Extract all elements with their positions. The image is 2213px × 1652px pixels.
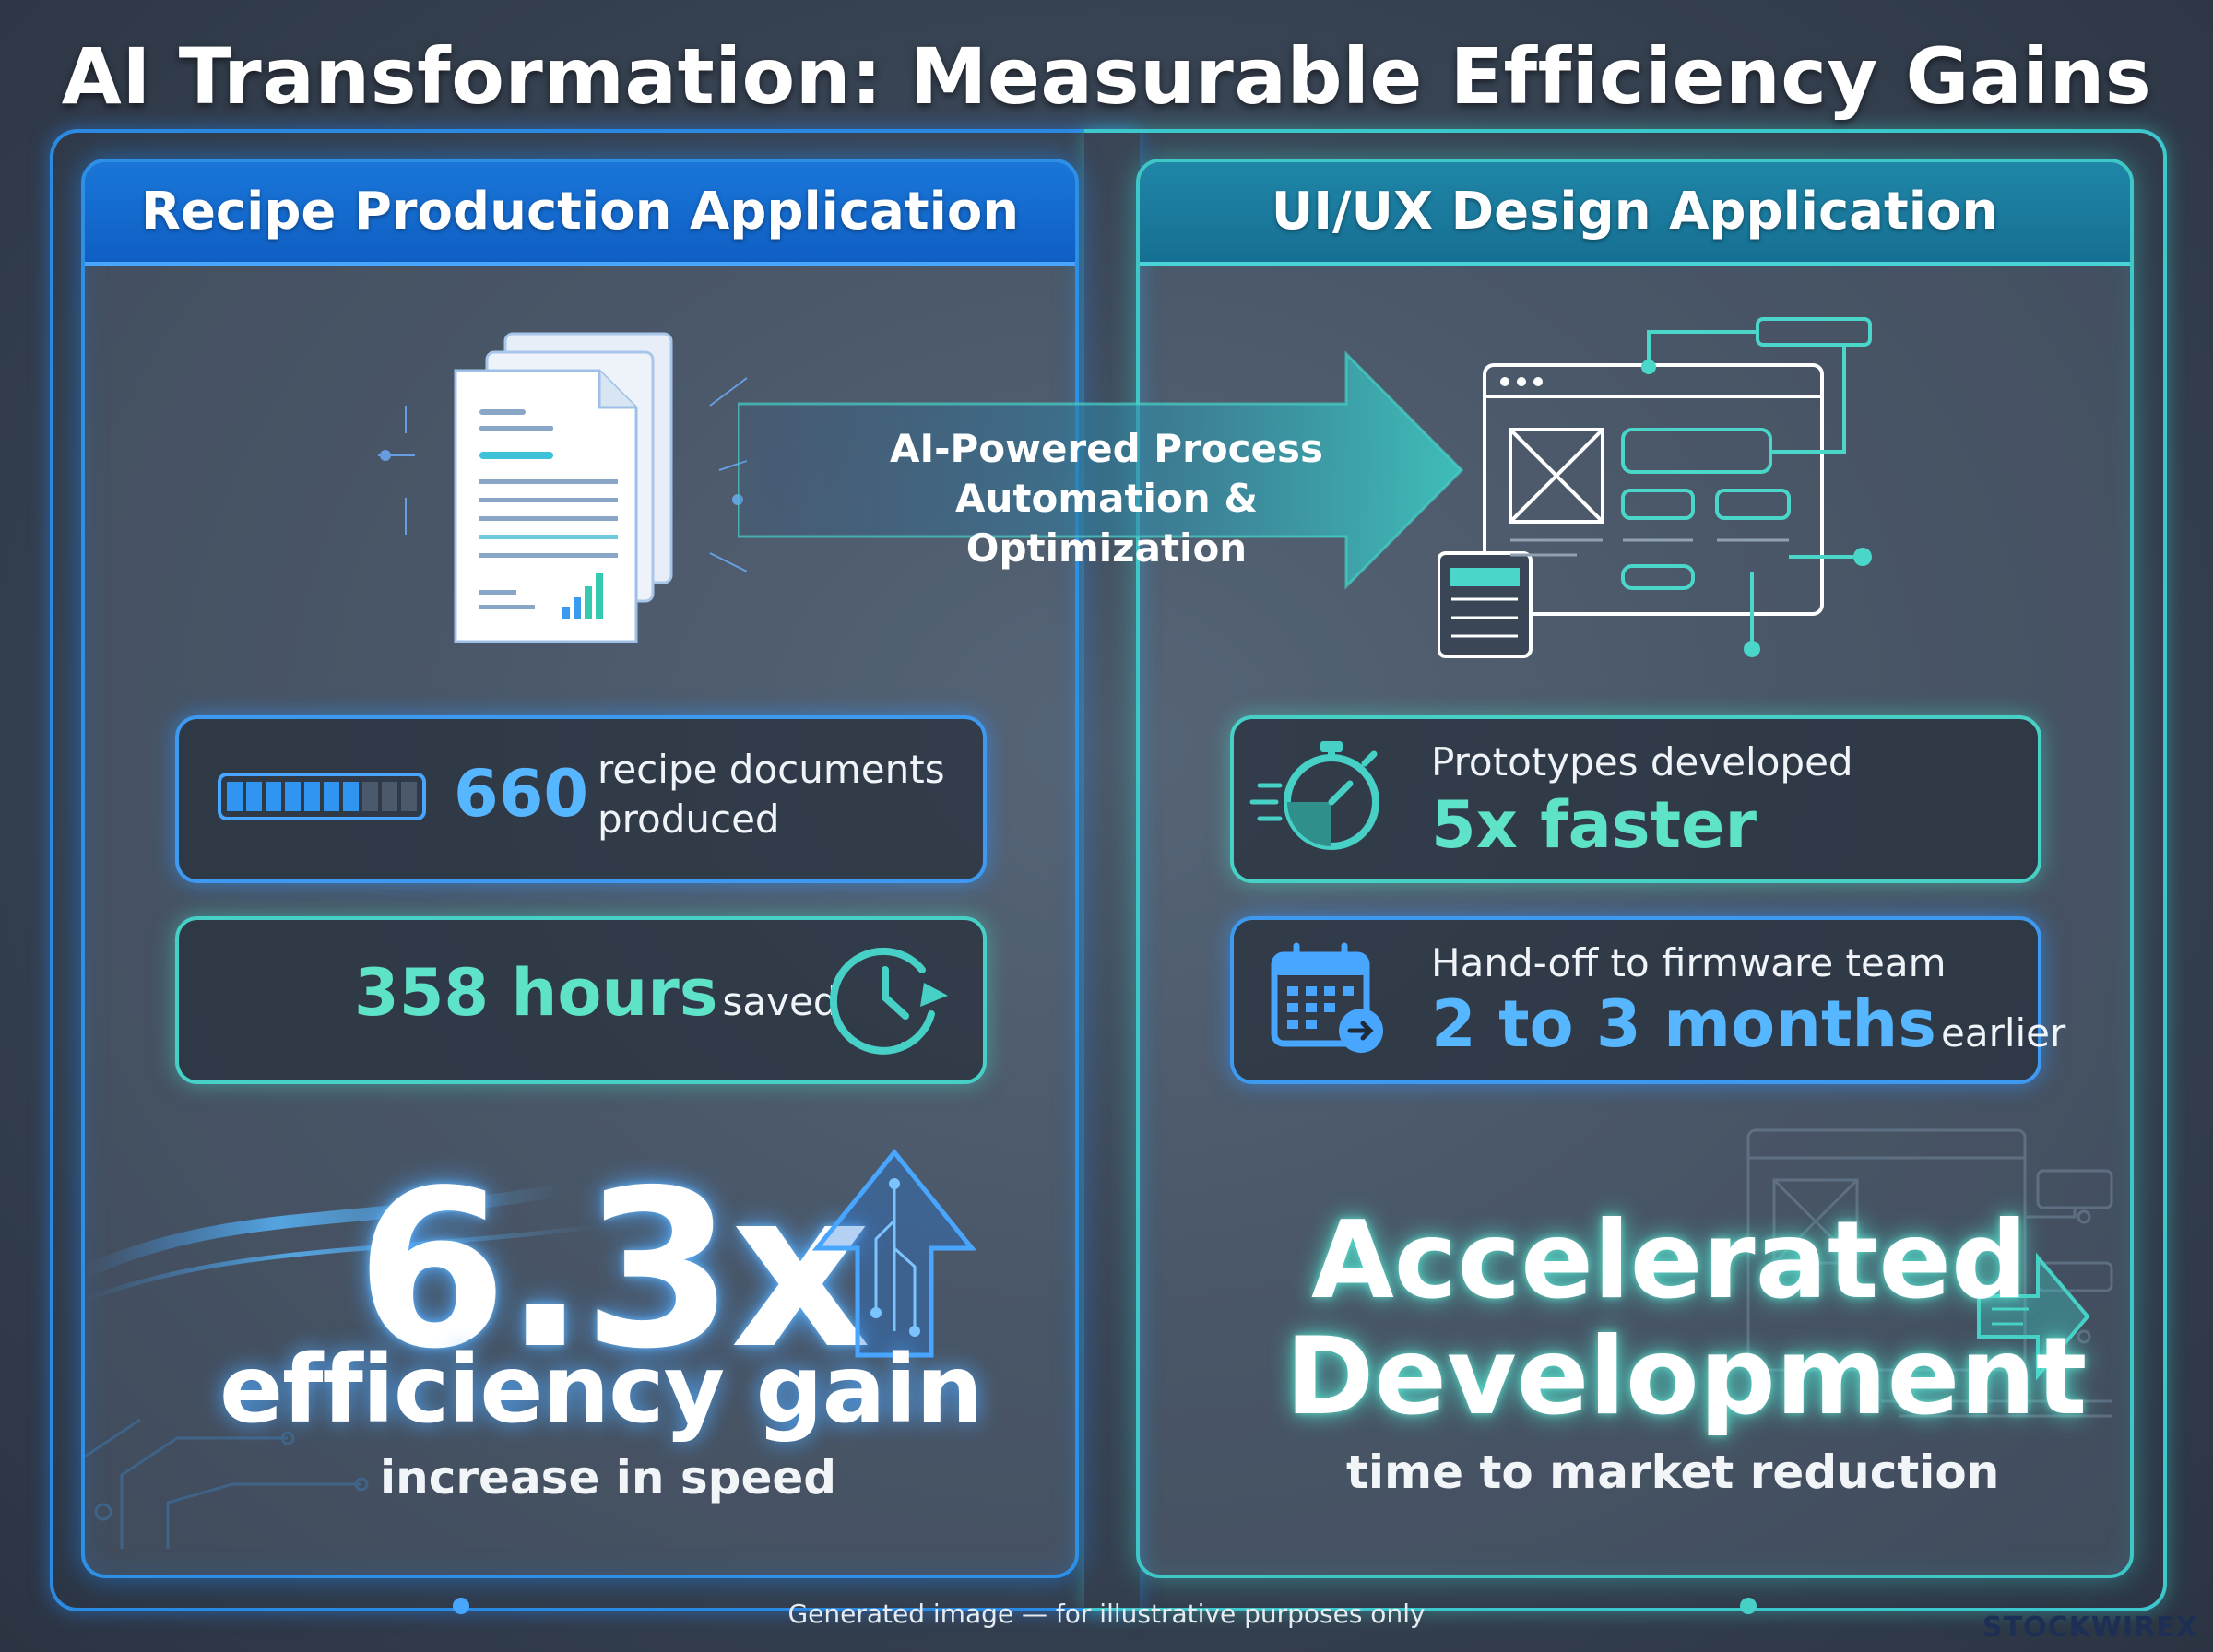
circuit-decoration-icon	[85, 1183, 602, 1549]
development-headline: Development	[1285, 1315, 2088, 1439]
calendar-icon	[1271, 942, 1383, 1053]
prototypes-label: Prototypes developed	[1431, 739, 1853, 785]
progress-segment	[266, 782, 281, 811]
handoff-value: 2 to 3 months	[1431, 986, 1936, 1062]
clock-icon	[830, 947, 948, 1055]
frame-dot-left	[453, 1598, 469, 1614]
time-to-market-sub: time to market reduction	[1346, 1446, 2000, 1499]
ai-process-label: AI-Powered Process Automation & Optimiza…	[821, 424, 1392, 573]
documents-count: 660	[454, 756, 589, 832]
efficiency-gain-value: 6.3x	[356, 1143, 870, 1397]
progress-segment	[324, 782, 339, 811]
footer-note: Generated image — for illustrative purpo…	[787, 1599, 1426, 1629]
handoff-label: Hand-off to firmware team	[1431, 940, 1947, 985]
brand-logo: STOCKWIREX	[1982, 1611, 2198, 1644]
prototypes-stat-card	[1230, 715, 2041, 883]
efficiency-gain-label: efficiency gain	[219, 1335, 983, 1445]
browser-wireframe-icon	[1438, 317, 1872, 658]
uiux-panel-header: UI/UX Design Application	[1140, 162, 2130, 266]
progress-segment	[362, 782, 378, 811]
progress-segment	[401, 782, 417, 811]
documents-label-line1: recipe documents	[598, 747, 945, 792]
page-title: AI Transformation: Measurable Efficiency…	[61, 31, 2152, 122]
hours-value: 358 hours	[354, 955, 718, 1031]
progress-segment	[246, 782, 262, 811]
progress-segment	[382, 782, 397, 811]
outer-frame-right	[1084, 129, 2167, 1611]
handoff-suffix: earlier	[1941, 1010, 2066, 1056]
progress-segment	[343, 782, 359, 811]
hours-stat-card	[175, 916, 987, 1084]
recipe-panel-header: Recipe Production Application	[85, 162, 1075, 266]
progress-segment	[227, 782, 243, 811]
outer-frame-left	[50, 129, 1140, 1611]
hours-suffix: saved	[722, 979, 838, 1024]
progress-segment	[285, 782, 301, 811]
prototypes-value: 5x faster	[1431, 787, 1757, 863]
ai-process-arrow-icon	[738, 350, 1464, 590]
progress-segment	[304, 782, 320, 811]
progress-bar-frame	[218, 773, 426, 820]
hours-stat-text: 358 hours saved	[354, 955, 838, 1031]
document-stack-icon	[378, 332, 747, 643]
progress-bar-icon	[218, 773, 426, 820]
right-arrow-icon	[1977, 1252, 2090, 1381]
documents-label-line2: produced	[598, 796, 780, 842]
accelerated-headline: Accelerated	[1311, 1198, 2029, 1323]
process-line-2: Automation & Optimization	[955, 476, 1258, 571]
up-arrow-icon	[811, 1149, 977, 1358]
frame-dot-right	[1740, 1598, 1757, 1614]
stopwatch-icon	[1249, 741, 1379, 850]
wireframe-decoration-icon	[1746, 1128, 2113, 1418]
efficiency-gain-sub: increase in speed	[380, 1451, 837, 1504]
handoff-stat-text: 2 to 3 months earlier	[1431, 986, 2065, 1062]
process-line-1: AI-Powered Process	[889, 426, 1324, 471]
